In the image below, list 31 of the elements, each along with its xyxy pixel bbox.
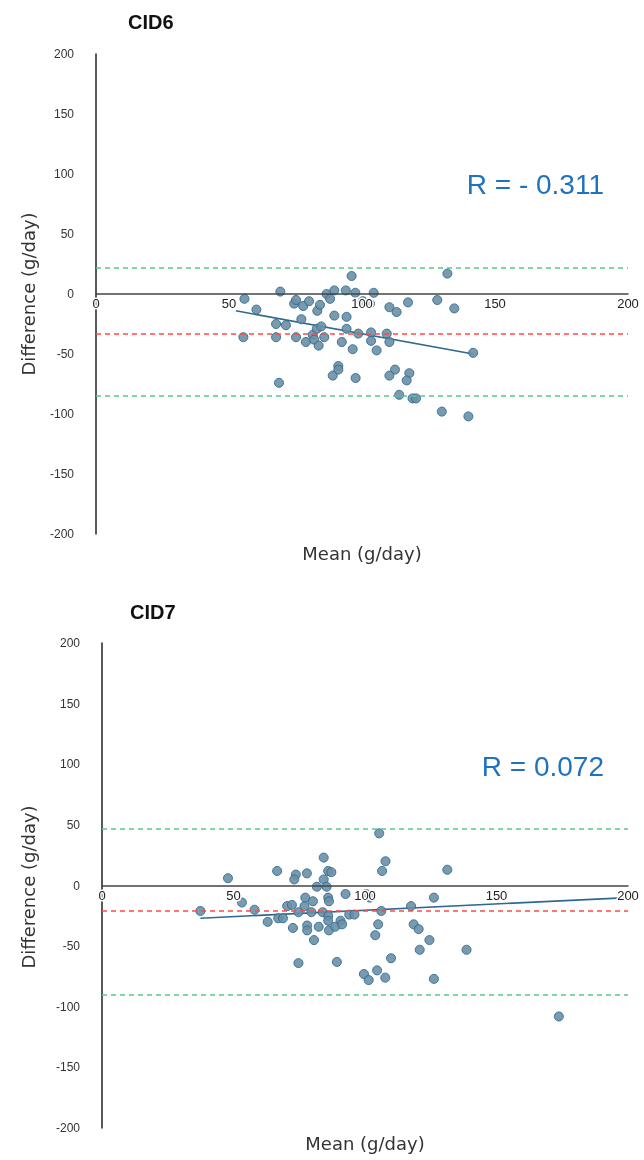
y-axis-title: Difference (g/day): [17, 805, 39, 969]
y-tick-label: 100: [59, 757, 81, 772]
x-tick-label: 150: [485, 887, 508, 903]
y-tick-label: -150: [55, 1060, 81, 1075]
annotation: R = 0.072: [481, 750, 604, 782]
x-tick-label: 150: [484, 296, 506, 311]
x-tick-label: 200: [617, 296, 639, 311]
x-tick-label: 200: [617, 887, 639, 903]
y-tick-label: 100: [53, 167, 75, 181]
chart-title: CID7: [130, 601, 176, 623]
x-axis-title: Mean (g/day): [305, 1132, 425, 1154]
y-tick-label: 50: [66, 817, 81, 832]
y-tick-label: -200: [49, 527, 75, 541]
y-tick-label: -50: [62, 939, 81, 954]
y-tick-label: -100: [49, 407, 75, 421]
annotation: R = - 0.311: [466, 168, 605, 200]
chart-title: CID6: [128, 11, 174, 33]
y-tick-label: -200: [55, 1121, 81, 1135]
x-axis-title: Mean (g/day): [302, 542, 422, 564]
y-axis-title: Difference (g/day): [17, 212, 39, 376]
x-tick-label: 50: [226, 887, 241, 903]
y-tick-label: 50: [60, 227, 75, 241]
y-tick-label: -50: [56, 347, 75, 361]
y-tick-label: 200: [53, 47, 75, 61]
y-tick-label: 150: [59, 696, 81, 711]
y-tick-label: -150: [49, 467, 75, 481]
y-tick-label: -100: [55, 999, 81, 1014]
y-tick-label: 150: [53, 107, 75, 121]
y-tick-label: 200: [59, 636, 81, 650]
x-tick-label: 50: [221, 296, 237, 311]
y-tick-label: 0: [67, 287, 75, 301]
